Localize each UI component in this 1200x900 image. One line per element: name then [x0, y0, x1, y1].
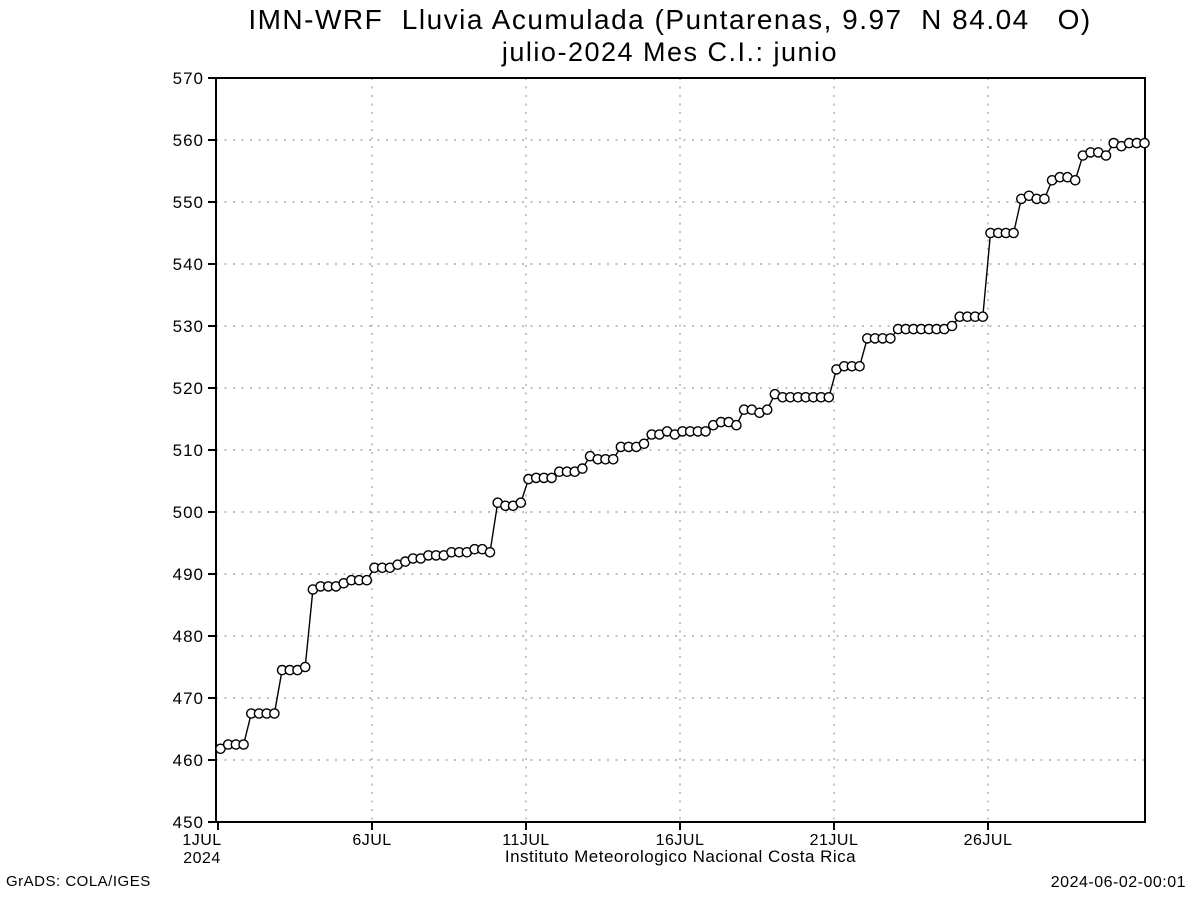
data-point-marker [215, 743, 226, 755]
y-tick-label: 570 [173, 69, 204, 88]
data-point-marker [700, 426, 711, 437]
data-point-marker [638, 438, 650, 450]
data-point-marker [761, 404, 773, 416]
data-point-marker [238, 739, 249, 750]
y-tick-label: 490 [173, 565, 204, 584]
y-tick-label: 460 [173, 751, 204, 770]
data-point-marker [515, 497, 527, 509]
x-axis-label: Instituto Meteorologico Nacional Costa R… [504, 847, 857, 866]
x-tick-label: 11JUL [502, 832, 550, 849]
x-tick-label: 26JUL [964, 832, 1013, 849]
data-point-marker [1139, 137, 1150, 149]
y-tick-label: 500 [173, 503, 204, 522]
data-point-marker [299, 661, 311, 673]
x-tick-sublabel: 2024 [183, 850, 221, 867]
chart-title-line2: julio-2024 Mes C.I.: junio [501, 37, 839, 67]
x-tick-label: 1JUL [182, 832, 221, 849]
data-point-marker [731, 419, 742, 431]
data-point-marker [361, 574, 373, 586]
chart-title-line1: IMN-WRF Lluvia Acumulada (Puntarenas, 9.… [248, 4, 1092, 35]
data-point-marker [854, 360, 865, 372]
x-tick-label: 16JUL [656, 832, 705, 849]
y-tick-label: 560 [173, 131, 204, 150]
data-point-marker [885, 333, 896, 344]
x-tick-label: 6JUL [352, 832, 391, 849]
y-tick-label: 550 [173, 193, 204, 212]
data-point-marker [1069, 174, 1081, 186]
y-tick-label: 510 [173, 441, 204, 460]
y-tick-label: 470 [173, 689, 204, 708]
timestamp: 2024-06-02-00:01 [1050, 874, 1186, 891]
data-point-marker [1008, 227, 1019, 239]
data-point-marker [977, 311, 989, 323]
data-point-marker [1100, 150, 1112, 161]
x-tick-label: 21JUL [810, 832, 859, 849]
data-point-marker [607, 453, 619, 465]
data-point-marker [484, 547, 496, 558]
data-point-marker [269, 708, 280, 719]
y-tick-label: 530 [173, 317, 204, 336]
y-tick-label: 450 [173, 813, 204, 832]
data-point-marker [946, 320, 958, 332]
y-tick-label: 520 [173, 379, 204, 398]
y-tick-label: 540 [173, 255, 204, 274]
data-point-marker [546, 472, 557, 484]
data-point-marker [823, 391, 835, 403]
data-point-marker [577, 463, 588, 474]
grads-credit: GrADS: COLA/IGES [6, 873, 151, 890]
data-point-marker [1039, 193, 1050, 205]
y-tick-label: 480 [173, 627, 204, 646]
